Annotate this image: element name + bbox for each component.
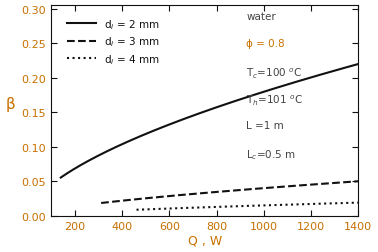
Text: T$_h$=101 $^o$C: T$_h$=101 $^o$C xyxy=(246,93,303,107)
Legend: d$_i$ = 2 mm, d$_i$ = 3 mm, d$_i$ = 4 mm: d$_i$ = 2 mm, d$_i$ = 3 mm, d$_i$ = 4 mm xyxy=(62,14,164,70)
Text: water: water xyxy=(246,12,276,21)
Text: T$_c$=100 $^o$C: T$_c$=100 $^o$C xyxy=(246,66,302,80)
Text: ϕ = 0.8: ϕ = 0.8 xyxy=(246,39,285,49)
Text: L =1 m: L =1 m xyxy=(246,120,284,131)
X-axis label: Q , W: Q , W xyxy=(187,234,222,246)
Text: L$_c$=0.5 m: L$_c$=0.5 m xyxy=(246,148,296,162)
Y-axis label: β: β xyxy=(6,96,15,111)
